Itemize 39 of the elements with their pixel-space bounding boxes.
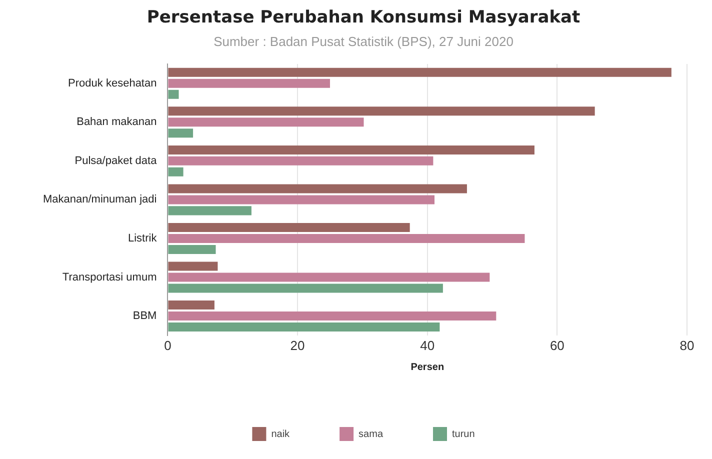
chart-title: Persentase Perubahan Konsumsi Masyarakat [146, 8, 580, 28]
bar [168, 128, 194, 138]
x-axis-title: Persen [410, 362, 444, 373]
bar [168, 222, 410, 232]
bar [168, 106, 595, 116]
bar [168, 284, 443, 293]
x-tick-label: 80 [680, 338, 694, 353]
bar [168, 156, 434, 166]
y-tick-label: Transportasi umum [62, 271, 157, 284]
bar [168, 206, 252, 216]
x-tick-label: 60 [550, 338, 564, 353]
chart-subtitle: Sumber : Badan Pusat Statistik (BPS), 27 Juni 2020 [214, 34, 514, 49]
legend-label: sama [358, 428, 384, 440]
x-tick-label: 20 [290, 338, 305, 353]
bar [168, 184, 467, 194]
bar [168, 90, 179, 99]
bar [168, 272, 490, 282]
x-tick-label: 40 [420, 338, 435, 353]
bar [168, 234, 525, 243]
bar [168, 167, 184, 176]
bar [168, 322, 440, 332]
bar [168, 145, 534, 154]
y-tick-label: Pulsa/paket data [74, 154, 158, 167]
legend-label: turun [452, 428, 475, 440]
legend-label: naik [271, 428, 291, 440]
bar [168, 300, 214, 310]
y-tick-label: Bahan makanan [76, 116, 157, 128]
bar [168, 118, 364, 127]
bar [168, 78, 330, 88]
bar [168, 68, 672, 77]
y-tick-label: Listrik [128, 232, 158, 245]
y-tick-label: Makanan/minuman jadi [42, 194, 157, 206]
bar [168, 262, 218, 271]
x-tick-label: 0 [164, 338, 172, 353]
bar [168, 244, 216, 254]
y-tick-label: BBM [132, 310, 157, 322]
bar [168, 195, 435, 204]
bar [168, 312, 496, 321]
y-tick-label: Produk kesehatan [68, 77, 157, 90]
